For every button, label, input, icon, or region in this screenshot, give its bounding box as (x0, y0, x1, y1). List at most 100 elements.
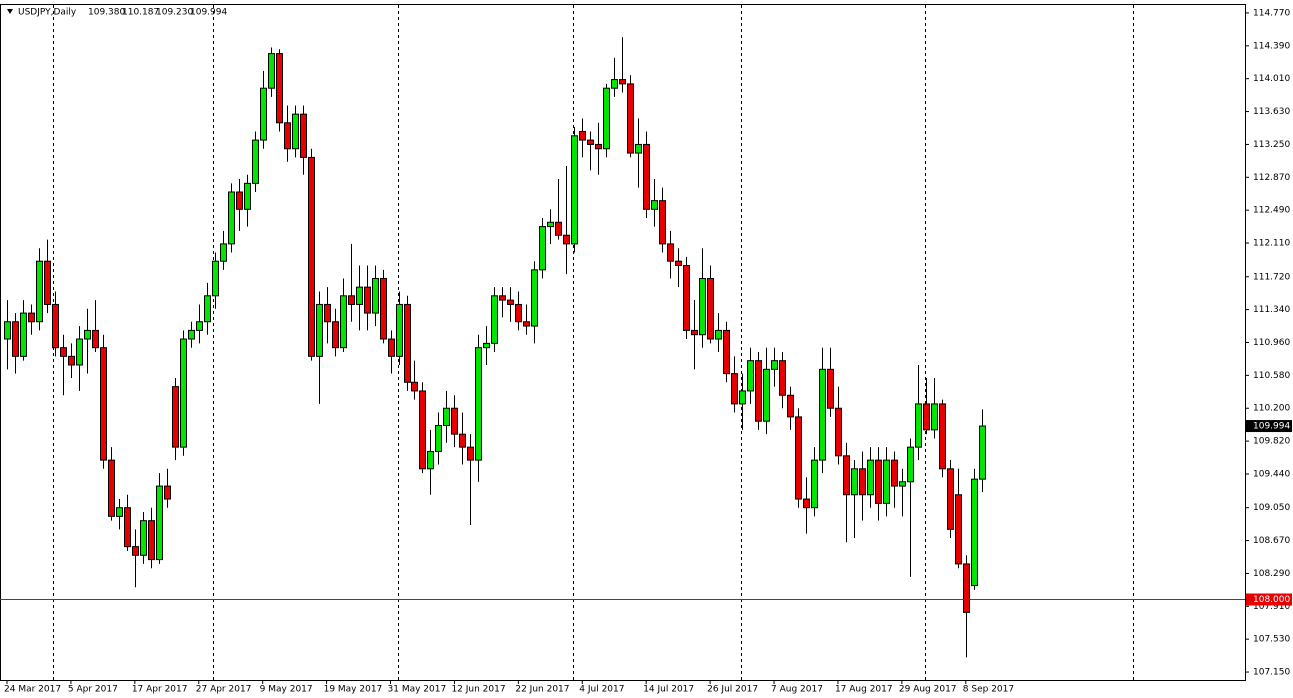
candle-body (204, 295, 211, 323)
candle-body (380, 277, 387, 340)
candle-body (699, 277, 706, 336)
candle-body (947, 468, 954, 530)
x-tick-label: 27 Apr 2017 (196, 685, 252, 695)
candle-body (795, 416, 802, 500)
candle-body (771, 360, 778, 370)
y-tick-label: 112.490 (1253, 206, 1290, 216)
menu-triangle[interactable] (7, 9, 13, 14)
candle-body (60, 347, 67, 357)
header-close: 109.994 (190, 8, 227, 18)
x-tick-label: 4 Jul 2017 (579, 685, 624, 695)
candle-body (116, 507, 123, 517)
candle-body (388, 338, 395, 357)
candle-body (52, 303, 59, 349)
y-tick-label: 110.580 (1253, 371, 1290, 381)
candle-body (579, 130, 586, 141)
candle-body (683, 265, 690, 331)
candle-body (539, 226, 546, 271)
candle-body (148, 520, 155, 561)
candle-body (268, 53, 275, 89)
y-tick-label: 114.390 (1253, 41, 1290, 51)
candle-body (188, 329, 195, 340)
candle-body (20, 312, 27, 357)
candle-body (875, 459, 882, 504)
candle-body (883, 459, 890, 504)
candle-body (899, 481, 906, 487)
y-tick-label: 112.870 (1253, 173, 1290, 183)
candle-body (715, 329, 722, 340)
candle-body (459, 433, 466, 448)
candle-body (907, 446, 914, 483)
y-tick-label: 110.960 (1253, 338, 1290, 348)
candle-body (651, 200, 658, 210)
candle-body (547, 221, 554, 228)
candle-body (779, 360, 786, 396)
candle-body (308, 156, 315, 357)
candle-body (507, 299, 514, 305)
y-tick-label: 112.110 (1253, 239, 1290, 249)
candle-body (803, 498, 810, 509)
plot (4, 37, 986, 658)
candle-body (435, 425, 442, 452)
level-label: 108.000 (1253, 595, 1290, 605)
x-tick-label: 5 Apr 2017 (68, 685, 118, 695)
x-tick-label: 31 May 2017 (388, 685, 447, 695)
x-tick-label: 8 Sep 2017 (963, 685, 1014, 695)
candle-body (212, 260, 219, 297)
candle-body (348, 295, 355, 305)
candle-body (419, 390, 426, 470)
candle-body (827, 368, 834, 409)
header-low: 109.230 (156, 8, 193, 18)
y-tick-label: 113.630 (1253, 107, 1290, 117)
candle-body (300, 113, 307, 158)
candle-body (643, 143, 650, 210)
y-tick-label: 110.200 (1253, 404, 1290, 414)
y-tick-label: 111.340 (1253, 305, 1290, 315)
y-tick-label: 114.010 (1253, 74, 1290, 84)
y-tick-label: 109.440 (1253, 469, 1290, 479)
candle-body (84, 329, 91, 340)
candle-body (427, 450, 434, 470)
candle-body (44, 260, 51, 305)
candle-body (627, 83, 634, 154)
x-tick-label: 29 Aug 2017 (899, 685, 957, 695)
candle-body (747, 360, 754, 392)
x-tick-label: 14 Jul 2017 (643, 685, 694, 695)
candle-body (731, 373, 738, 405)
candle-body (12, 321, 19, 357)
candle-body (76, 338, 83, 366)
candle-body (475, 347, 482, 461)
candle-body (619, 79, 626, 85)
header-open: 109.380 (88, 8, 125, 18)
candle-body (955, 494, 962, 565)
candle-body (499, 295, 506, 301)
candle-body (276, 53, 283, 124)
x-tick-label: 17 Apr 2017 (132, 685, 188, 695)
y-tick-label: 109.820 (1253, 437, 1290, 447)
candle-body (467, 446, 474, 461)
candle-body (739, 390, 746, 405)
candle-body (587, 139, 594, 145)
y-tick-label: 111.720 (1253, 272, 1290, 282)
y-tick-label: 108.670 (1253, 536, 1290, 546)
x-tick-label: 24 Mar 2017 (4, 685, 61, 695)
candle-body (92, 329, 99, 349)
x-tick-label: 9 May 2017 (260, 685, 313, 695)
candle-body (691, 329, 698, 336)
candle-body (675, 260, 682, 267)
candle-body (843, 455, 850, 496)
candle-body (332, 321, 339, 349)
candle-body (443, 407, 450, 427)
candle-body (515, 303, 522, 323)
y-tick-label: 107.150 (1253, 668, 1290, 678)
current-price-box (1246, 420, 1292, 433)
candle-body (523, 321, 530, 327)
candle-body (236, 191, 243, 210)
candle-body (172, 386, 179, 448)
candle-body (923, 403, 930, 431)
x-tick-label: 22 Jun 2017 (515, 685, 569, 695)
candle-body (108, 459, 115, 517)
candle-body (611, 79, 618, 89)
